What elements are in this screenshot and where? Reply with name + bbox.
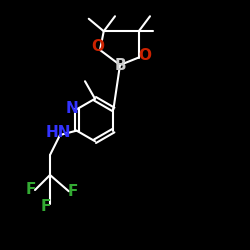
- Text: O: O: [91, 39, 104, 54]
- Text: N: N: [66, 100, 78, 116]
- Text: F: F: [26, 182, 36, 198]
- Text: HN: HN: [46, 125, 72, 140]
- Text: F: F: [67, 184, 78, 199]
- Text: F: F: [41, 199, 51, 214]
- Text: O: O: [138, 48, 151, 62]
- Text: B: B: [114, 58, 126, 72]
